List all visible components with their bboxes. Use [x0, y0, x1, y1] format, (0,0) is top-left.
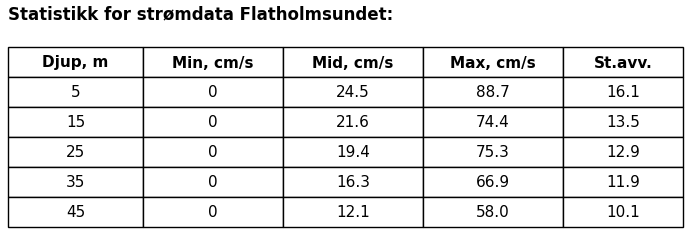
Bar: [423, 78, 563, 108]
Bar: [8, 108, 143, 137]
Bar: [143, 78, 283, 108]
Text: 19.4: 19.4: [336, 145, 370, 160]
Text: 25: 25: [66, 145, 85, 160]
Text: 88.7: 88.7: [476, 85, 510, 100]
Bar: [423, 48, 563, 78]
Bar: [8, 48, 143, 78]
Text: 13.5: 13.5: [606, 115, 640, 130]
Text: 12.9: 12.9: [606, 145, 640, 160]
Text: 10.1: 10.1: [606, 205, 640, 219]
Text: Max, cm/s: Max, cm/s: [450, 55, 536, 70]
Text: 0: 0: [208, 175, 218, 190]
Bar: [563, 137, 683, 167]
Bar: [563, 167, 683, 197]
Text: 75.3: 75.3: [476, 145, 510, 160]
Text: 0: 0: [208, 115, 218, 130]
Text: 0: 0: [208, 145, 218, 160]
Text: Statistikk for strømdata Flatholmsundet:: Statistikk for strømdata Flatholmsundet:: [8, 5, 393, 23]
Text: 35: 35: [66, 175, 85, 190]
Bar: [283, 167, 423, 197]
Text: 15: 15: [66, 115, 85, 130]
Text: 45: 45: [66, 205, 85, 219]
Bar: [143, 197, 283, 227]
Bar: [143, 137, 283, 167]
Text: 16.3: 16.3: [336, 175, 370, 190]
Text: Mid, cm/s: Mid, cm/s: [312, 55, 393, 70]
Text: 66.9: 66.9: [476, 175, 510, 190]
Bar: [283, 108, 423, 137]
Text: Djup, m: Djup, m: [42, 55, 108, 70]
Text: 74.4: 74.4: [476, 115, 510, 130]
Text: St.avv.: St.avv.: [594, 55, 653, 70]
Text: 58.0: 58.0: [476, 205, 510, 219]
Text: 0: 0: [208, 205, 218, 219]
Bar: [563, 197, 683, 227]
Bar: [283, 197, 423, 227]
Bar: [8, 197, 143, 227]
Bar: [423, 108, 563, 137]
Text: 16.1: 16.1: [606, 85, 640, 100]
Bar: [143, 48, 283, 78]
Text: Min, cm/s: Min, cm/s: [172, 55, 254, 70]
Text: 12.1: 12.1: [336, 205, 370, 219]
Bar: [283, 137, 423, 167]
Bar: [563, 78, 683, 108]
Bar: [423, 137, 563, 167]
Text: 0: 0: [208, 85, 218, 100]
Text: 11.9: 11.9: [606, 175, 640, 190]
Bar: [8, 137, 143, 167]
Bar: [423, 167, 563, 197]
Bar: [143, 167, 283, 197]
Bar: [563, 108, 683, 137]
Bar: [283, 48, 423, 78]
Text: 24.5: 24.5: [336, 85, 370, 100]
Bar: [8, 78, 143, 108]
Bar: [8, 167, 143, 197]
Bar: [143, 108, 283, 137]
Text: 21.6: 21.6: [336, 115, 370, 130]
Bar: [563, 48, 683, 78]
Text: 5: 5: [71, 85, 81, 100]
Bar: [283, 78, 423, 108]
Bar: [423, 197, 563, 227]
